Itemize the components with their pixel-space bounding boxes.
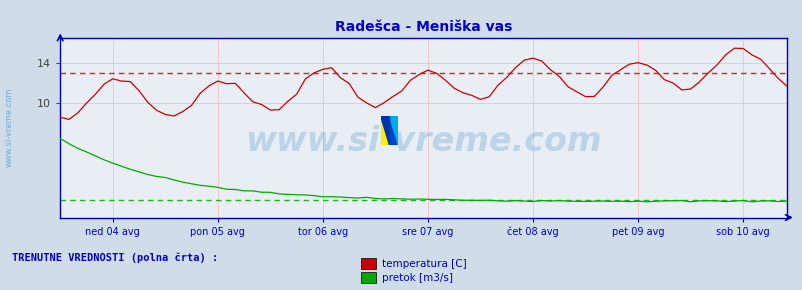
Bar <box>380 116 389 145</box>
Text: www.si-vreme.com: www.si-vreme.com <box>245 126 602 158</box>
Polygon shape <box>380 116 389 145</box>
Polygon shape <box>389 116 398 145</box>
Text: www.si-vreme.com: www.si-vreme.com <box>5 88 14 167</box>
Bar <box>389 116 398 145</box>
Text: pretok [m3/s]: pretok [m3/s] <box>382 273 452 283</box>
Text: temperatura [C]: temperatura [C] <box>382 259 467 269</box>
Title: Radešca - Meniška vas: Radešca - Meniška vas <box>334 20 512 34</box>
Text: TRENUTNE VREDNOSTI (polna črta) :: TRENUTNE VREDNOSTI (polna črta) : <box>12 253 218 263</box>
